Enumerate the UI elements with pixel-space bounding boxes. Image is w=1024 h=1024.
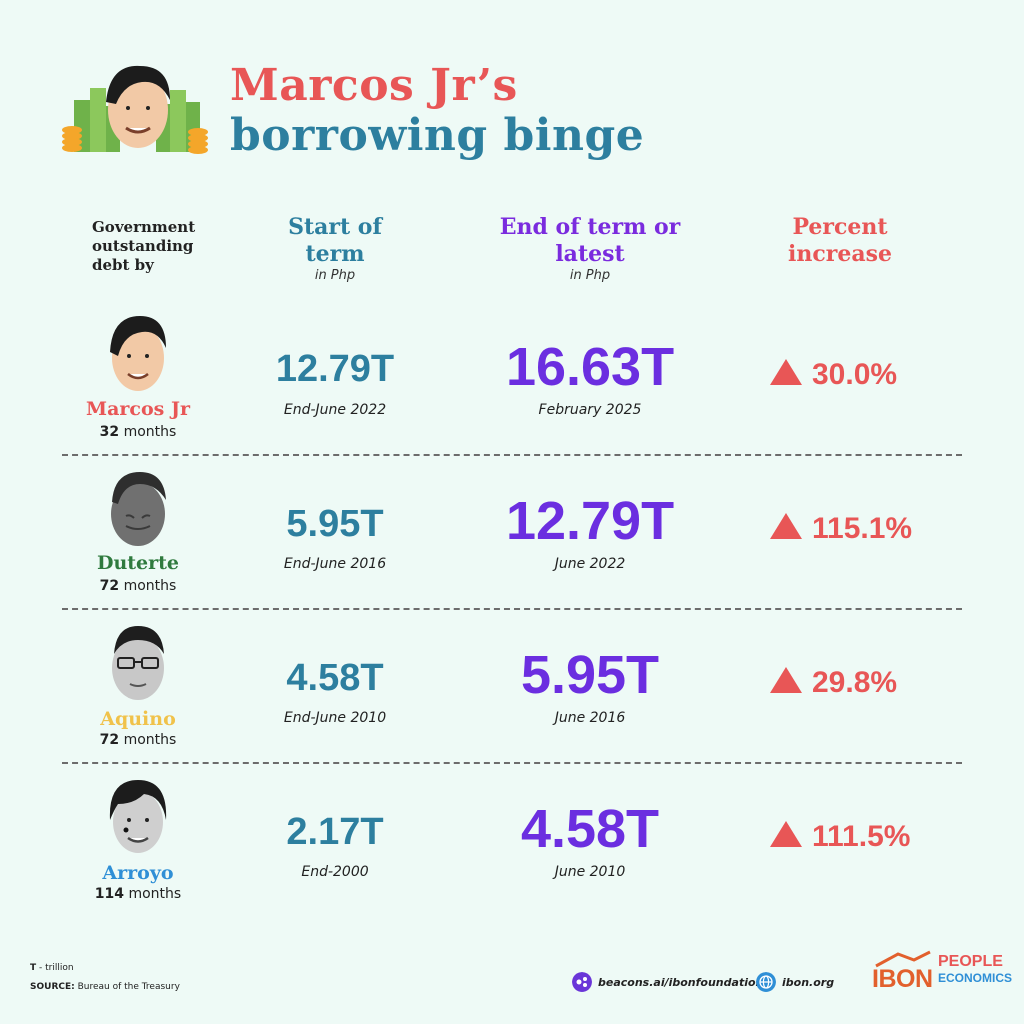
duterte-face-icon <box>111 472 166 546</box>
people-economics-logo: PEOPLE ECONOMICS <box>938 953 1013 987</box>
triangle-up-icon <box>770 667 802 693</box>
term-length: 72 months <box>48 578 228 594</box>
source-text: Bureau of the Treasury <box>74 982 180 992</box>
president-name: Arroyo <box>102 862 174 884</box>
row-divider <box>62 608 962 610</box>
ibon-logo: IBON <box>872 965 933 993</box>
people-economics-line2: ECONOMICS <box>938 971 1013 985</box>
end-date: June 2010 <box>554 864 626 880</box>
end-header-unit: in Php <box>569 268 611 283</box>
source-note: SOURCE: Bureau of the Treasury <box>30 982 180 992</box>
president-name: Duterte <box>96 552 180 574</box>
percent-increase: 111.5% <box>770 820 970 854</box>
percent-increase: 30.0% <box>770 358 970 392</box>
website-link[interactable]: ibon.org <box>756 972 834 992</box>
percent-value: 111.5% <box>812 820 911 853</box>
beacons-link-text[interactable]: beacons.ai/ibonfoundation <box>598 975 764 989</box>
term-months-unit: months <box>123 732 177 748</box>
arroyo-face-icon <box>109 780 167 853</box>
end-of-term-header: End of term or latest in Php <box>480 214 700 284</box>
percent-value: 115.1% <box>812 512 913 545</box>
row-label-header: Government outstanding debt by <box>92 218 196 274</box>
end-value: 4.58T <box>520 799 660 859</box>
start-value: 12.79T <box>275 348 395 390</box>
start-date: End-June 2022 <box>283 402 387 418</box>
percent-increase-header: Percent increase <box>788 214 892 267</box>
row-divider <box>62 762 962 764</box>
source-label: SOURCE: <box>30 982 75 992</box>
aquino-face-icon <box>112 626 164 700</box>
website-link-text[interactable]: ibon.org <box>782 975 835 989</box>
end-header-title: End of term or latest <box>499 214 681 267</box>
money-stack-with-face-icon <box>62 65 208 154</box>
row-divider <box>62 454 962 456</box>
start-value: 5.95T <box>286 503 384 545</box>
end-value: 5.95T <box>520 645 660 705</box>
term-months-value: 114 <box>94 886 125 902</box>
triangle-up-icon <box>770 513 802 539</box>
start-value: 4.58T <box>286 657 384 699</box>
triangle-up-icon <box>770 359 802 385</box>
start-date: End-June 2016 <box>283 556 387 572</box>
start-header-title: Start of term <box>288 214 382 267</box>
end-value: 12.79T <box>505 491 675 551</box>
end-date: February 2025 <box>538 402 642 418</box>
end-value: 16.63T <box>505 337 675 397</box>
term-months-unit: months <box>123 424 177 440</box>
term-length: 72 months <box>48 732 228 748</box>
title-line-1: Marcos Jr’s <box>230 60 518 111</box>
start-header-unit: in Php <box>314 268 356 283</box>
beacons-link[interactable]: beacons.ai/ibonfoundation <box>572 972 763 992</box>
term-length: 114 months <box>48 886 228 902</box>
legend-key: T <box>30 963 37 973</box>
start-date: End-2000 <box>301 864 369 880</box>
end-date: June 2016 <box>554 710 626 726</box>
link-icon <box>572 972 592 992</box>
percent-increase: 115.1% <box>770 512 970 546</box>
percent-increase: 29.8% <box>770 666 970 700</box>
term-length: 32 months <box>48 424 228 440</box>
percent-value: 30.0% <box>812 358 898 391</box>
president-name: Marcos Jr <box>86 398 190 420</box>
percent-value: 29.8% <box>812 666 898 699</box>
term-months-value: 72 <box>99 578 120 594</box>
marcos-face-icon <box>110 316 166 391</box>
title-line-2: borrowing binge <box>230 110 645 161</box>
globe-icon <box>756 972 776 992</box>
end-date: June 2022 <box>554 556 626 572</box>
legend-text: - trillion <box>36 963 74 973</box>
term-months-unit: months <box>123 578 177 594</box>
legend-note: T - trillion <box>30 963 74 973</box>
people-economics-line1: PEOPLE <box>938 953 1003 970</box>
term-months-value: 32 <box>99 424 120 440</box>
start-value: 2.17T <box>286 811 384 853</box>
term-months-unit: months <box>128 886 182 902</box>
president-name: Aquino <box>100 708 176 730</box>
triangle-up-icon <box>770 821 802 847</box>
term-months-value: 72 <box>99 732 120 748</box>
start-of-term-header: Start of term in Php <box>255 214 415 284</box>
ibon-logo-roof-icon <box>875 950 931 968</box>
start-date: End-June 2010 <box>283 710 387 726</box>
